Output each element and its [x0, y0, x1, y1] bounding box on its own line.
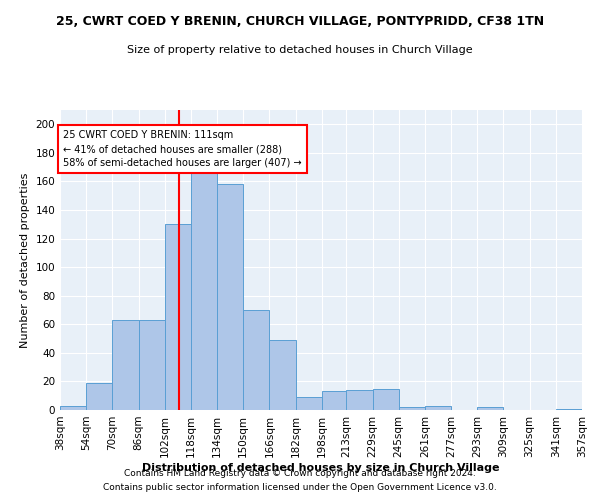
Bar: [322, 392, 348, 410]
Bar: [269, 340, 296, 410]
Bar: [477, 407, 503, 410]
Bar: [346, 390, 373, 410]
X-axis label: Distribution of detached houses by size in Church Village: Distribution of detached houses by size …: [142, 462, 500, 472]
Bar: [373, 388, 399, 410]
Bar: [112, 320, 139, 410]
Bar: [191, 172, 217, 410]
Text: Size of property relative to detached houses in Church Village: Size of property relative to detached ho…: [127, 45, 473, 55]
Bar: [425, 406, 451, 410]
Bar: [60, 406, 86, 410]
Y-axis label: Number of detached properties: Number of detached properties: [20, 172, 30, 348]
Bar: [165, 224, 191, 410]
Text: Contains HM Land Registry data © Crown copyright and database right 2024.: Contains HM Land Registry data © Crown c…: [124, 468, 476, 477]
Text: 25 CWRT COED Y BRENIN: 111sqm
← 41% of detached houses are smaller (288)
58% of : 25 CWRT COED Y BRENIN: 111sqm ← 41% of d…: [63, 130, 302, 168]
Bar: [399, 407, 425, 410]
Bar: [217, 184, 243, 410]
Bar: [139, 320, 165, 410]
Bar: [296, 397, 322, 410]
Text: Contains public sector information licensed under the Open Government Licence v3: Contains public sector information licen…: [103, 484, 497, 492]
Bar: [86, 383, 112, 410]
Bar: [243, 310, 269, 410]
Bar: [556, 408, 582, 410]
Text: 25, CWRT COED Y BRENIN, CHURCH VILLAGE, PONTYPRIDD, CF38 1TN: 25, CWRT COED Y BRENIN, CHURCH VILLAGE, …: [56, 15, 544, 28]
